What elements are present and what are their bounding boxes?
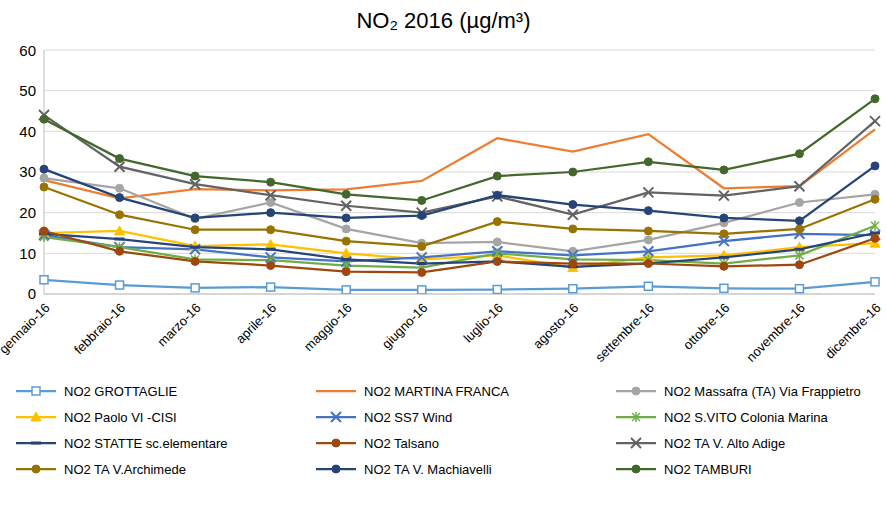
html-text:NO₂ 2016 (µg/m³): NO₂ 2016 (µg/m³) <box>356 8 531 33</box>
svg-text:aprile-16: aprile-16 <box>233 300 279 346</box>
html-text:NO2 STATTE sc.elementare: NO2 STATTE sc.elementare <box>64 435 228 451</box>
html-text:NO2 TA V. Machiavelli: NO2 TA V. Machiavelli <box>364 461 492 477</box>
svg-text:settembre-16: settembre-16 <box>592 300 657 365</box>
svg-text:50: 50 <box>19 82 36 99</box>
svg-text:20: 20 <box>19 204 36 221</box>
svg-text:10: 10 <box>19 245 36 262</box>
svg-text:40: 40 <box>19 123 36 140</box>
svg-text:maggio-16: maggio-16 <box>301 300 355 354</box>
html-text:NO2 GROTTAGLIE: NO2 GROTTAGLIE <box>64 383 178 399</box>
html-text:NO2 TAMBURI: NO2 TAMBURI <box>664 461 752 477</box>
html-text:NO2 Paolo VI -CISI: NO2 Paolo VI -CISI <box>64 409 177 425</box>
svg-text:febbraio-16: febbraio-16 <box>71 300 128 357</box>
svg-text:luglio-16: luglio-16 <box>461 300 506 345</box>
svg-text:novembre-16: novembre-16 <box>743 300 808 365</box>
svg-text:dicembre-16: dicembre-16 <box>822 300 879 362</box>
svg-text:60: 60 <box>19 42 36 59</box>
svg-text:gennaio-16: gennaio-16 <box>8 300 53 357</box>
svg-text:marzo-16: marzo-16 <box>154 300 203 349</box>
html-text:NO2 Talsano: NO2 Talsano <box>364 435 439 451</box>
html-text:NO2 MARTINA FRANCA: NO2 MARTINA FRANCA <box>364 383 509 399</box>
html-text:NO2 Massafra (TA) Via Frappiet: NO2 Massafra (TA) Via Frappietro <box>664 383 861 399</box>
svg-text:30: 30 <box>19 163 36 180</box>
html-text:NO2 TA V.Archimede: NO2 TA V.Archimede <box>64 461 186 477</box>
svg-text:giugno-16: giugno-16 <box>379 300 430 351</box>
html-text:NO2 TA V. Alto Adige: NO2 TA V. Alto Adige <box>664 435 786 451</box>
html-text:NO2 S.VITO Colonia Marina: NO2 S.VITO Colonia Marina <box>664 409 828 425</box>
svg-text:agosto-16: agosto-16 <box>530 300 581 351</box>
svg-text:ottobre-16: ottobre-16 <box>680 300 733 353</box>
html-text:NO2 SS7 Wind: NO2 SS7 Wind <box>364 409 453 425</box>
svg-text:0: 0 <box>28 285 36 302</box>
